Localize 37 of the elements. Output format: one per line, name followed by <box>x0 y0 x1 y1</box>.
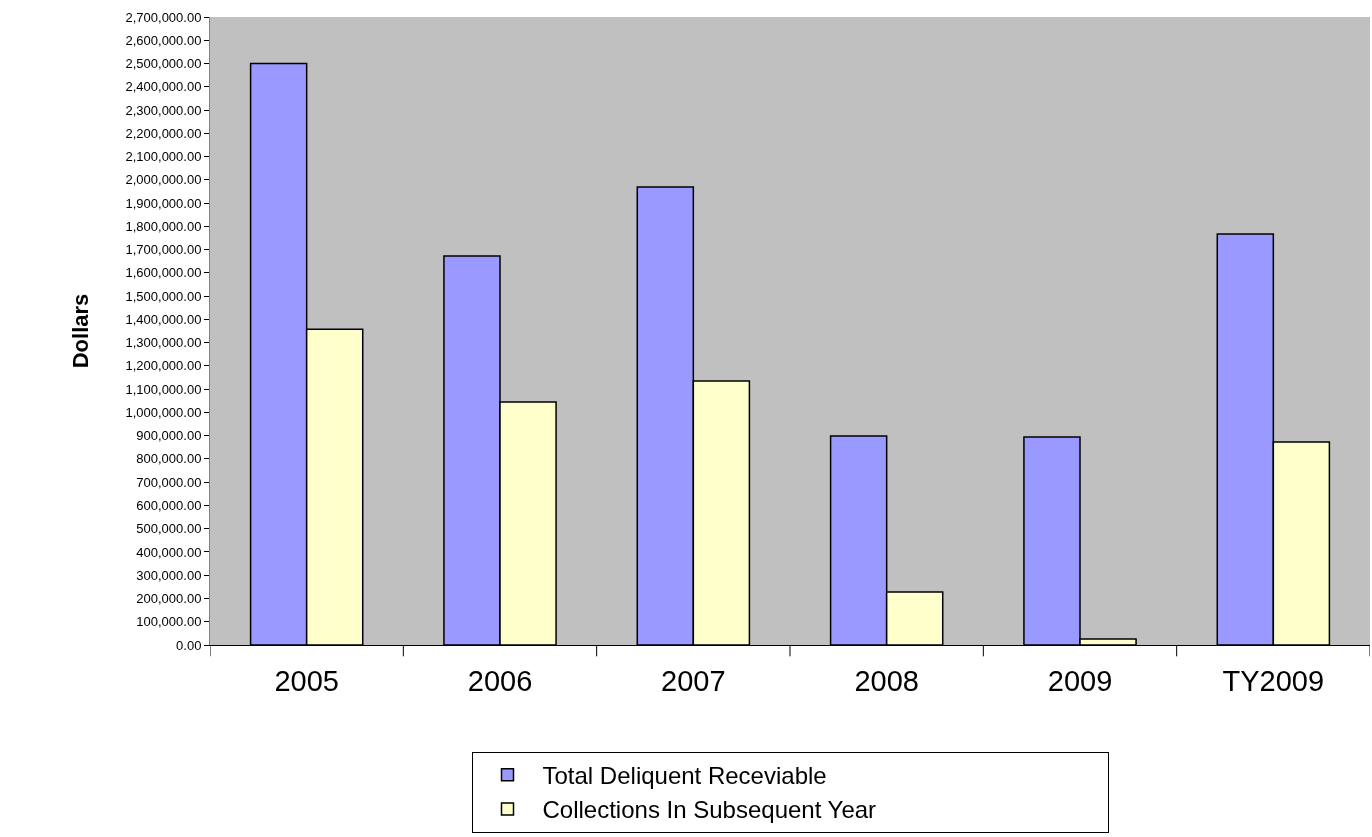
y-tick-label: 1,200,000.00 <box>125 358 202 374</box>
y-tick-label: 0.00 <box>176 637 202 653</box>
x-tick-label: 2009 <box>1047 664 1113 697</box>
y-tick-label: 1,500,000.00 <box>125 288 202 304</box>
y-tick-label: 400,000.00 <box>136 544 202 560</box>
y-tick-label: 1,800,000.00 <box>125 218 202 234</box>
x-tick-label: TY2009 <box>1222 664 1325 697</box>
y-tick-label: 1,100,000.00 <box>125 381 202 397</box>
y-tick-label: 500,000.00 <box>136 521 202 537</box>
y-tick-label: 2,400,000.00 <box>125 79 202 95</box>
y-axis-title: Dollars <box>68 293 94 369</box>
y-tick-label: 300,000.00 <box>136 567 202 583</box>
y-tick-label: 2,000,000.00 <box>125 172 202 188</box>
y-tick-label: 800,000.00 <box>136 451 202 467</box>
legend-label: Total Deliquent Receviable <box>542 762 827 790</box>
y-tick-label: 900,000.00 <box>136 428 202 444</box>
y-tick-label: 1,300,000.00 <box>125 335 202 351</box>
y-tick-label: 1,400,000.00 <box>125 311 202 327</box>
y-tick-label: 1,600,000.00 <box>125 265 202 281</box>
y-tick-label: 2,600,000.00 <box>125 32 202 48</box>
y-tick-label: 600,000.00 <box>136 497 202 513</box>
y-tick-label: 2,500,000.00 <box>125 56 202 72</box>
y-tick-label: 2,300,000.00 <box>125 102 202 118</box>
x-tick-label: 2006 <box>467 664 533 697</box>
y-tick-label: 2,100,000.00 <box>125 149 202 165</box>
y-tick-label: 1,900,000.00 <box>125 195 202 211</box>
x-tick-label: 2008 <box>854 664 919 697</box>
y-tick-label: 2,700,000.00 <box>125 9 202 25</box>
y-tick-label: 2,200,000.00 <box>125 125 202 141</box>
x-tick-label: 2007 <box>661 664 726 697</box>
y-tick-label: 700,000.00 <box>136 474 202 490</box>
x-tick-label: 2005 <box>274 664 339 697</box>
legend-label: Collections In Subsequent Year <box>542 796 877 824</box>
y-tick-label: 1,700,000.00 <box>125 242 202 258</box>
y-tick-label: 200,000.00 <box>136 591 202 607</box>
y-tick-label: 100,000.00 <box>136 614 202 630</box>
y-tick-label: 1,000,000.00 <box>125 404 202 420</box>
